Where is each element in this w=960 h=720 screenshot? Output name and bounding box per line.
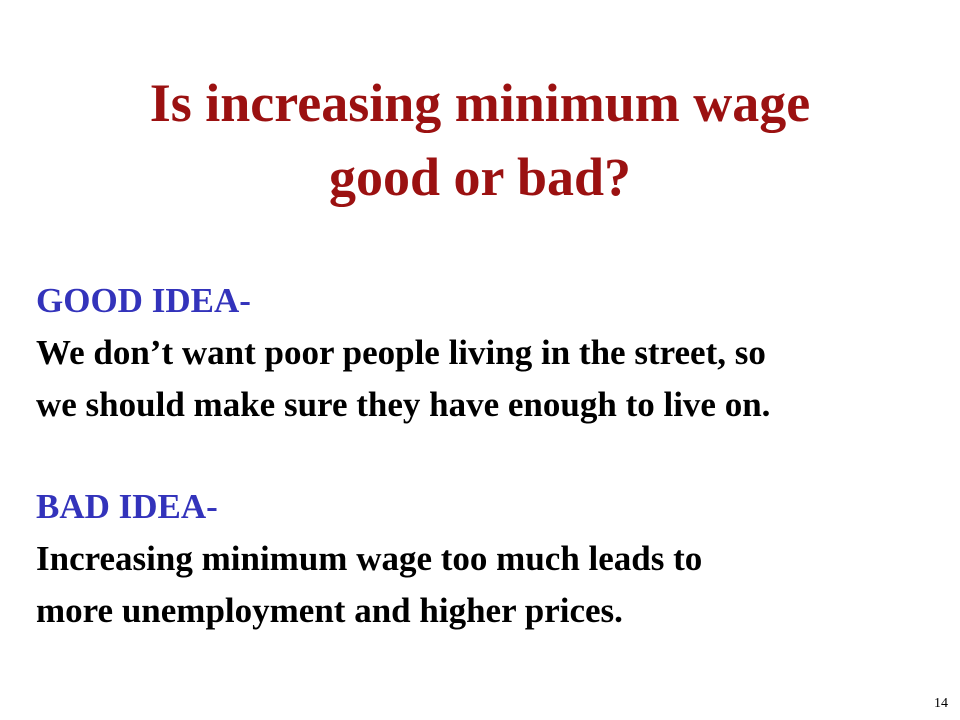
good-idea-section: GOOD IDEA- We don’t want poor people liv… [36,275,936,431]
page-number: 14 [934,696,948,711]
bad-idea-heading: BAD IDEA- [36,487,218,526]
bad-idea-section: BAD IDEA- Increasing minimum wage too mu… [36,481,936,637]
good-idea-text-line: we should make sure they have enough to … [36,385,771,424]
bad-idea-text-line: more unemployment and higher prices. [36,591,623,630]
good-idea-heading: GOOD IDEA- [36,281,251,320]
slide-title: Is increasing minimum wage good or bad? [0,66,960,214]
slide-title-line: Is increasing minimum wage [149,73,811,133]
good-idea-text-line: We don’t want poor people living in the … [36,333,766,372]
slide-title-line: good or bad? [328,147,632,207]
bad-idea-text-line: Increasing minimum wage too much leads t… [36,539,703,578]
